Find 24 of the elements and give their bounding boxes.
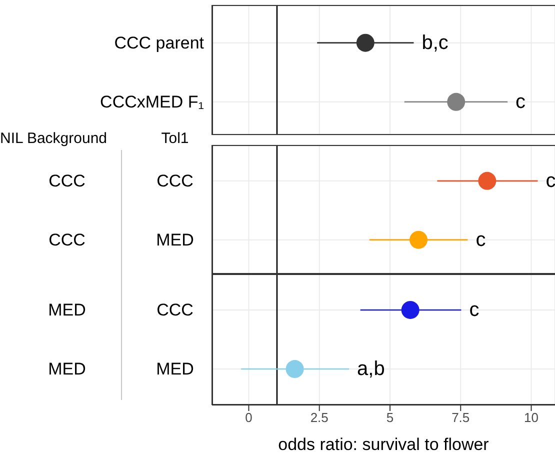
data-label: c	[476, 228, 486, 251]
data-label: a,b	[357, 358, 385, 380]
y-tick-label: CCCxMED F₁	[100, 92, 204, 112]
y-tick-label: CCC	[156, 300, 194, 320]
x-axis-title: odds ratio: survival to flower	[278, 435, 490, 454]
x-tick-label: 5	[386, 410, 394, 426]
text: Tol1	[160, 130, 190, 147]
x-tick-label: 0	[245, 410, 252, 426]
y-tick-label: MED	[156, 230, 194, 250]
data-label: c	[516, 90, 526, 113]
y-tick-label: MED	[156, 360, 194, 379]
y2-tick-label: MED	[48, 300, 86, 320]
y-tick-label: CCC	[156, 171, 194, 190]
data-label: c	[469, 298, 480, 321]
text: NIL Background	[0, 130, 108, 147]
y2-tick-label: CCC	[48, 171, 86, 190]
y-tick-label: CCC parent	[114, 33, 204, 52]
x-tick-label: 2.5	[310, 410, 328, 426]
x-tick-label: 10	[524, 410, 538, 426]
data-label: b,c	[422, 32, 448, 54]
x-tick-label: 7.5	[452, 410, 470, 426]
y2-tick-label: MED	[48, 360, 86, 379]
data-label: c	[546, 170, 555, 192]
y2-tick-label: CCC	[48, 230, 86, 250]
